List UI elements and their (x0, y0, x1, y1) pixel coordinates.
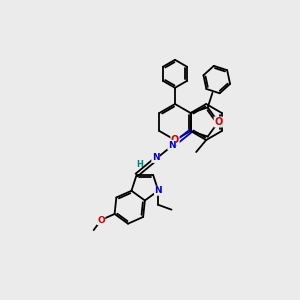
Text: N: N (154, 186, 162, 195)
Text: N: N (168, 140, 176, 149)
Text: H: H (136, 160, 143, 169)
Text: O: O (97, 215, 105, 224)
Text: O: O (171, 135, 179, 145)
Text: O: O (214, 117, 222, 127)
Text: N: N (152, 154, 159, 163)
